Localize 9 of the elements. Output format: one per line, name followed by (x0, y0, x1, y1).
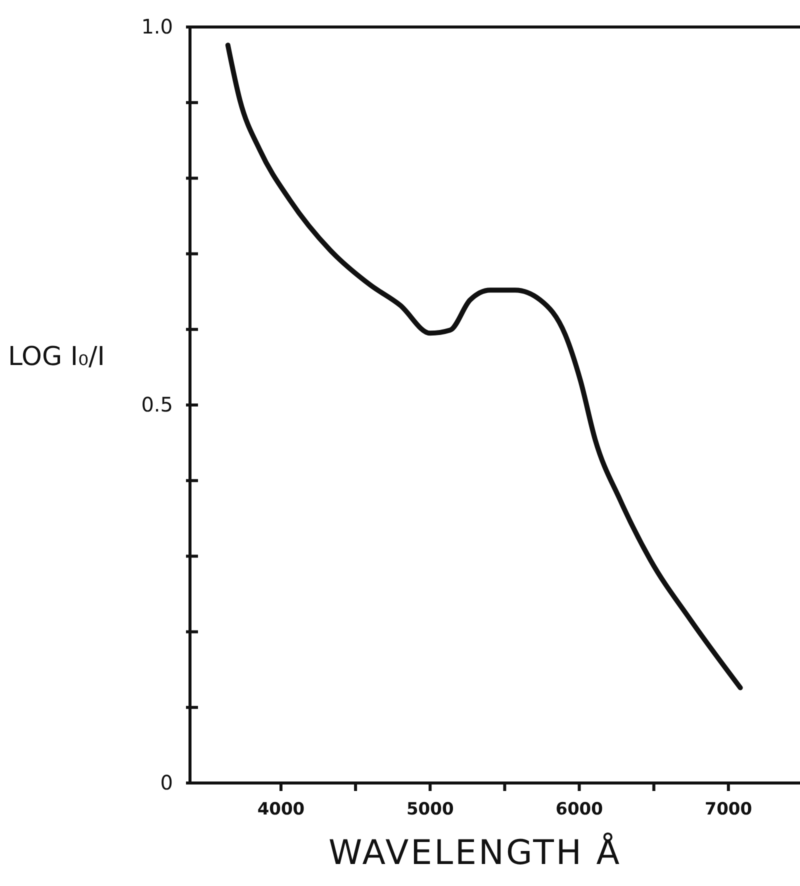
x-axis-title: WAVELENGTH Å (328, 832, 622, 873)
x-tick-label: 7000 (704, 799, 752, 820)
y-axis-title: LOG I₀/I (8, 342, 105, 372)
x-tick-label: 6000 (556, 799, 604, 820)
y-tick-label: 1.0 (141, 14, 173, 38)
x-tick-label: 4000 (257, 799, 305, 820)
x-tick-label: 5000 (406, 799, 454, 820)
y-tick-label: 0 (160, 770, 173, 794)
y-tick-label: 0.5 (141, 392, 173, 416)
